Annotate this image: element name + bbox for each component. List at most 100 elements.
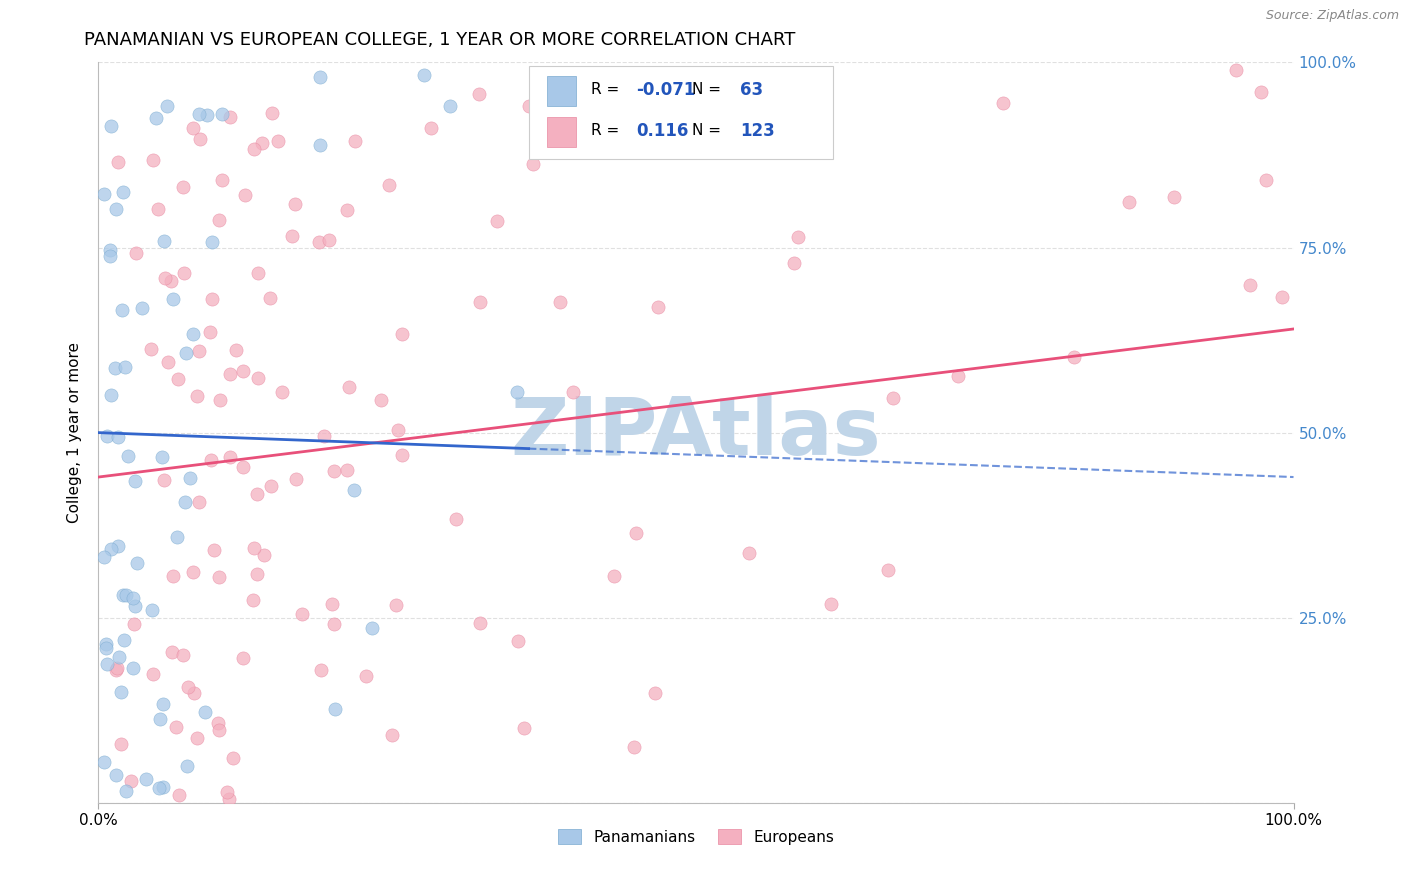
Point <box>321 597 343 611</box>
Point <box>172 648 194 662</box>
Point <box>377 178 399 193</box>
Point <box>291 607 314 622</box>
Point <box>444 511 467 525</box>
Point <box>413 68 436 82</box>
Point <box>783 256 806 270</box>
Point <box>142 153 165 167</box>
Point <box>250 136 273 151</box>
Point <box>644 686 666 700</box>
Point <box>166 372 188 386</box>
Point <box>93 186 115 201</box>
Point <box>107 539 129 553</box>
Point <box>387 423 409 437</box>
Point <box>115 588 138 602</box>
FancyBboxPatch shape <box>529 66 834 159</box>
Point <box>232 651 254 665</box>
Point <box>253 548 276 562</box>
Point <box>112 185 135 199</box>
Point <box>160 274 183 288</box>
Point <box>202 543 225 558</box>
Point <box>107 649 129 664</box>
Point <box>233 188 256 202</box>
Point <box>343 483 366 498</box>
Point <box>391 326 413 341</box>
Point <box>1225 62 1247 77</box>
Point <box>188 131 211 145</box>
Point <box>336 203 359 218</box>
Point <box>188 344 211 359</box>
Point <box>150 450 173 465</box>
Point <box>105 661 128 675</box>
Point <box>135 772 157 786</box>
Point <box>111 588 134 602</box>
Point <box>114 632 136 647</box>
Point <box>162 292 184 306</box>
Point <box>105 202 128 216</box>
Point <box>344 134 367 148</box>
Point <box>208 212 231 227</box>
Point <box>246 487 269 501</box>
Point <box>512 721 534 735</box>
Point <box>114 359 136 374</box>
Point <box>98 244 121 258</box>
Point <box>247 266 270 280</box>
Point <box>125 245 148 260</box>
Point <box>309 138 332 153</box>
Point <box>259 291 281 305</box>
Point <box>260 479 283 493</box>
Point <box>243 541 266 556</box>
Point <box>183 120 205 135</box>
Point <box>323 464 346 478</box>
Point <box>173 495 195 509</box>
Point <box>165 720 187 734</box>
Point <box>188 494 211 508</box>
Point <box>562 385 585 400</box>
Point <box>96 640 118 655</box>
Point <box>208 723 231 737</box>
Point <box>882 391 904 405</box>
Point <box>207 715 229 730</box>
Point <box>155 270 177 285</box>
Point <box>131 301 153 316</box>
Point <box>152 234 174 248</box>
Point <box>145 111 167 125</box>
Point <box>1163 190 1185 204</box>
Point <box>124 599 146 613</box>
Point <box>176 346 198 360</box>
Point <box>173 266 195 280</box>
Point <box>247 371 270 385</box>
Point <box>354 669 377 683</box>
Point <box>550 294 572 309</box>
Point <box>201 235 224 249</box>
Text: N =: N = <box>692 123 727 138</box>
Point <box>522 157 544 171</box>
Text: Source: ZipAtlas.com: Source: ZipAtlas.com <box>1265 9 1399 22</box>
Point <box>370 393 392 408</box>
Text: 0.116: 0.116 <box>636 121 689 139</box>
Point <box>647 300 669 314</box>
Point <box>948 369 970 384</box>
Point <box>219 368 242 382</box>
Point <box>820 597 842 611</box>
Point <box>96 429 118 443</box>
Point <box>139 342 162 356</box>
Text: PANAMANIAN VS EUROPEAN COLLEGE, 1 YEAR OR MORE CORRELATION CHART: PANAMANIAN VS EUROPEAN COLLEGE, 1 YEAR O… <box>84 31 796 49</box>
Point <box>96 657 118 672</box>
Point <box>243 142 266 156</box>
Point <box>181 327 204 342</box>
Legend: Panamanians, Europeans: Panamanians, Europeans <box>551 822 841 851</box>
Point <box>385 598 408 612</box>
FancyBboxPatch shape <box>547 117 576 147</box>
Point <box>194 705 217 719</box>
Point <box>115 784 138 798</box>
Point <box>285 472 308 486</box>
Point <box>122 591 145 605</box>
Point <box>219 110 242 124</box>
Point <box>198 325 221 339</box>
Point <box>485 214 508 228</box>
Point <box>877 563 900 577</box>
Point <box>172 180 194 194</box>
Y-axis label: College, 1 year or more: College, 1 year or more <box>67 343 83 523</box>
Text: -0.071: -0.071 <box>636 80 696 99</box>
Point <box>381 728 404 742</box>
